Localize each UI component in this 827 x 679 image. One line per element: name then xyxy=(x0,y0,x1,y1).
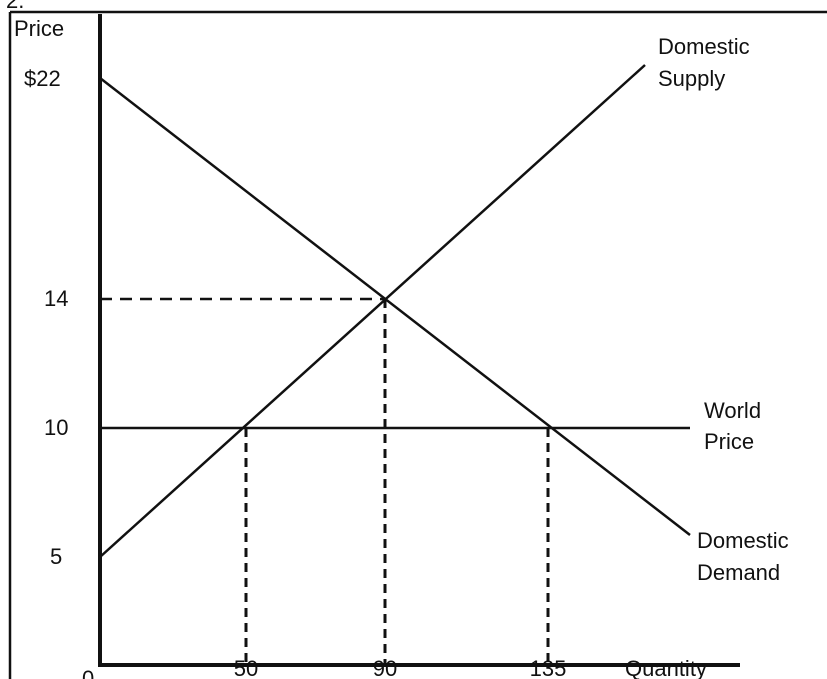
problem-number: 2. xyxy=(6,0,24,13)
y-label: $22 xyxy=(24,66,61,91)
supply-label: Supply xyxy=(658,66,725,91)
supply-label: Domestic xyxy=(658,34,750,59)
demand-label: Domestic xyxy=(697,528,789,553)
demand-curve xyxy=(99,77,691,536)
origin-label: 0 xyxy=(82,666,94,679)
supply-curve xyxy=(99,64,646,558)
y-label: 14 xyxy=(44,286,68,311)
x-label: 50 xyxy=(234,656,258,679)
x-label: 90 xyxy=(373,656,397,679)
world-price-label: Price xyxy=(704,429,754,454)
x-label: 135 xyxy=(530,656,567,679)
y-label: 5 xyxy=(50,544,62,569)
demand-label: Demand xyxy=(697,560,780,585)
y-label: 10 xyxy=(44,415,68,440)
world-price-label: World xyxy=(704,398,761,423)
x-axis-title: Quantity xyxy=(625,656,707,679)
y-axis-title: Price xyxy=(14,16,64,41)
